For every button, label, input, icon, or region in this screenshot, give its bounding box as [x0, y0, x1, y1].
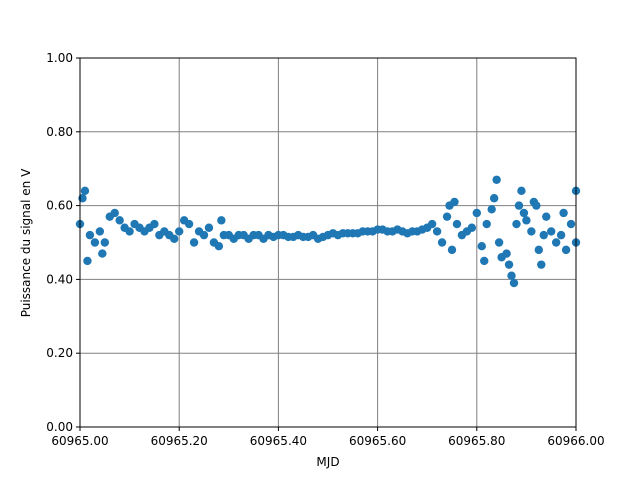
y-axis-label: Puissance du signal en V: [19, 168, 33, 317]
point: [90, 238, 100, 247]
point: [551, 238, 561, 247]
point: [214, 241, 224, 251]
y-tick-label: 0.80: [46, 125, 73, 139]
x-tick-label: 60965.20: [151, 434, 208, 448]
point: [85, 230, 95, 240]
point: [566, 219, 576, 229]
point: [489, 194, 499, 203]
point: [534, 245, 543, 255]
plot-frame: [79, 57, 577, 428]
point: [204, 223, 214, 232]
point: [450, 197, 459, 207]
point: [487, 205, 496, 214]
point: [170, 234, 179, 244]
y-tick-label: 0.00: [46, 420, 73, 434]
point: [514, 201, 524, 210]
y-tick-label: 1.00: [46, 51, 73, 65]
point: [217, 216, 226, 225]
point: [509, 278, 519, 288]
point: [519, 208, 529, 218]
x-tick-label: 60965.00: [51, 434, 108, 448]
point: [447, 245, 457, 255]
x-tick-label: 60965.40: [250, 434, 307, 448]
x-axis-label: MJD: [316, 455, 339, 469]
point: [100, 238, 110, 247]
point: [537, 260, 546, 269]
point: [494, 238, 504, 247]
point: [502, 249, 511, 258]
point: [556, 230, 566, 240]
point: [452, 219, 462, 229]
point: [125, 227, 134, 236]
point: [492, 175, 501, 184]
point: [507, 271, 516, 280]
y-tick-label: 0.40: [46, 272, 73, 286]
point: [561, 245, 571, 255]
point: [512, 219, 521, 229]
point: [547, 227, 556, 236]
point: [95, 227, 105, 236]
x-tick-label: 60965.80: [448, 434, 505, 448]
y-tick-label: 0.20: [46, 346, 73, 360]
point: [539, 230, 548, 240]
point: [110, 208, 119, 218]
y-tick-label: 0.60: [46, 199, 73, 213]
point: [175, 227, 184, 236]
point: [542, 212, 551, 221]
point: [427, 219, 437, 229]
point: [199, 230, 209, 240]
point: [477, 241, 486, 251]
point: [80, 186, 90, 196]
point: [115, 216, 124, 225]
point: [517, 186, 526, 196]
point: [83, 256, 92, 266]
point: [522, 216, 531, 225]
point: [480, 256, 489, 266]
point: [184, 219, 194, 229]
point: [482, 219, 491, 229]
x-tick-label: 60965.60: [349, 434, 406, 448]
point: [472, 208, 481, 218]
point: [150, 219, 159, 229]
point: [532, 201, 541, 210]
point: [189, 238, 199, 247]
point: [442, 212, 452, 221]
point: [504, 260, 514, 269]
point: [437, 238, 447, 247]
point: [559, 208, 568, 218]
point: [527, 227, 536, 236]
x-tick-label: 60966.00: [547, 434, 604, 448]
point: [98, 249, 107, 258]
point: [432, 227, 442, 236]
point: [467, 223, 477, 232]
